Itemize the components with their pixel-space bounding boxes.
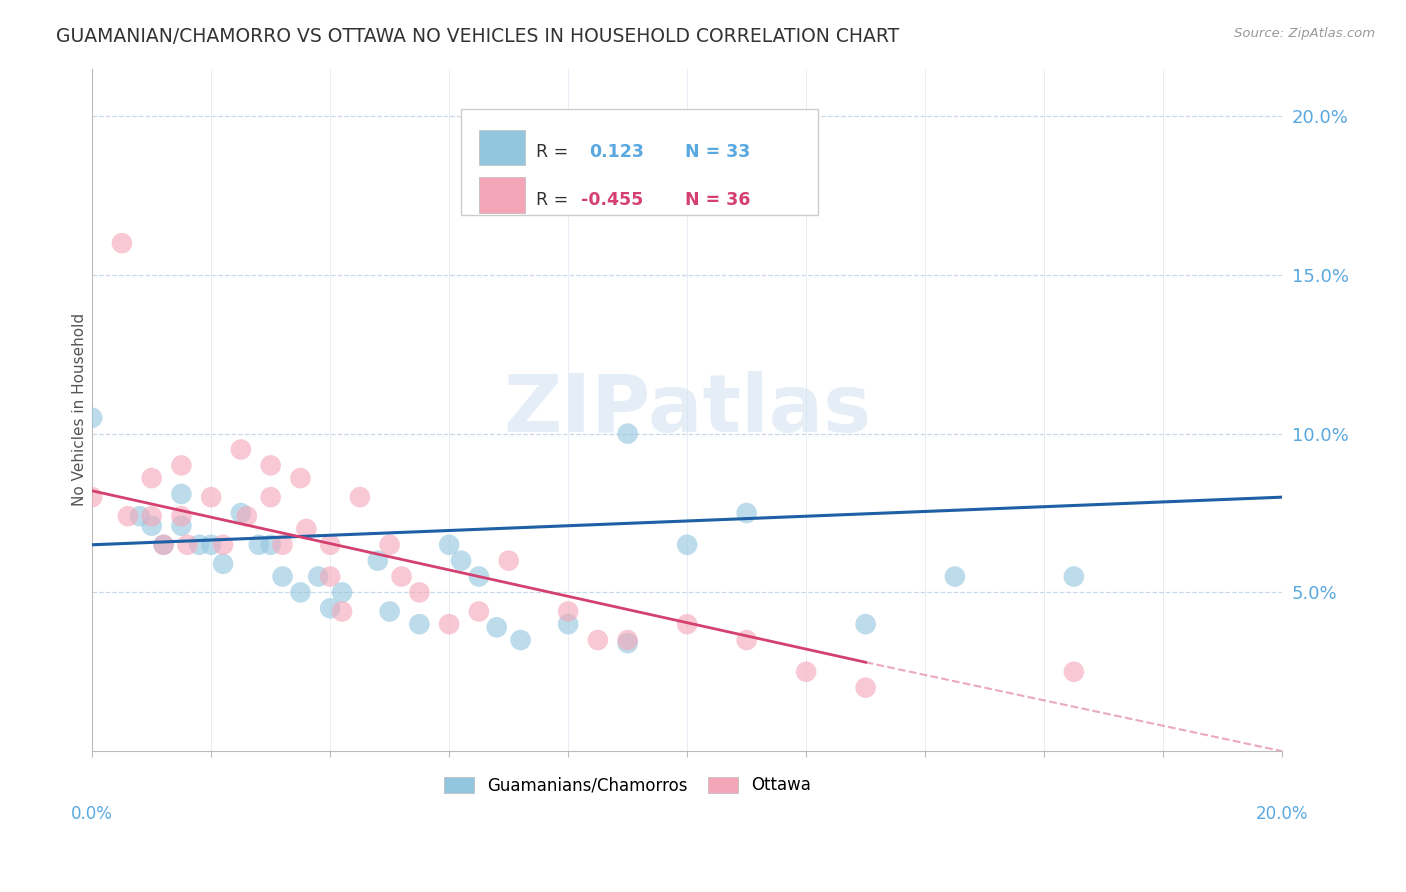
Guamanians/Chamorros	[319, 601, 342, 615]
Text: Source: ZipAtlas.com: Source: ZipAtlas.com	[1234, 27, 1375, 40]
Text: 0.0%: 0.0%	[72, 805, 112, 823]
Ottawa	[319, 538, 342, 552]
Text: R =: R =	[536, 144, 568, 161]
Ottawa	[117, 509, 139, 524]
Guamanians/Chamorros	[170, 487, 193, 501]
FancyBboxPatch shape	[461, 110, 818, 215]
Text: R =: R =	[536, 191, 568, 209]
Ottawa	[330, 605, 353, 619]
Ottawa	[290, 471, 312, 485]
Ottawa	[676, 617, 699, 632]
Guamanians/Chamorros	[855, 617, 877, 632]
Ottawa	[260, 490, 283, 504]
Y-axis label: No Vehicles in Household: No Vehicles in Household	[72, 313, 87, 507]
Guamanians/Chamorros	[128, 509, 150, 524]
Ottawa	[212, 538, 235, 552]
Ottawa	[437, 617, 460, 632]
Guamanians/Chamorros	[82, 410, 104, 425]
Ottawa	[794, 665, 817, 679]
Guamanians/Chamorros	[141, 518, 163, 533]
Guamanians/Chamorros	[509, 633, 531, 648]
Ottawa	[170, 509, 193, 524]
Ottawa	[855, 681, 877, 695]
Guamanians/Chamorros	[468, 569, 491, 583]
Guamanians/Chamorros	[485, 620, 508, 634]
Guamanians/Chamorros	[378, 605, 401, 619]
Text: N = 33: N = 33	[685, 144, 749, 161]
Ottawa	[391, 569, 413, 583]
Guamanians/Chamorros	[170, 518, 193, 533]
Text: N = 36: N = 36	[685, 191, 751, 209]
Guamanians/Chamorros	[152, 538, 174, 552]
Ottawa	[319, 569, 342, 583]
Ottawa	[586, 633, 609, 648]
Ottawa	[349, 490, 371, 504]
Guamanians/Chamorros	[437, 538, 460, 552]
Ottawa	[271, 538, 294, 552]
Ottawa	[141, 471, 163, 485]
Guamanians/Chamorros	[229, 506, 252, 520]
Ottawa	[408, 585, 430, 599]
Guamanians/Chamorros	[330, 585, 353, 599]
Guamanians/Chamorros	[307, 569, 329, 583]
Guamanians/Chamorros	[676, 538, 699, 552]
Text: 20.0%: 20.0%	[1256, 805, 1309, 823]
Guamanians/Chamorros	[367, 554, 389, 568]
Ottawa	[260, 458, 283, 473]
Text: GUAMANIAN/CHAMORRO VS OTTAWA NO VEHICLES IN HOUSEHOLD CORRELATION CHART: GUAMANIAN/CHAMORRO VS OTTAWA NO VEHICLES…	[56, 27, 900, 45]
Ottawa	[170, 458, 193, 473]
Guamanians/Chamorros	[943, 569, 966, 583]
Guamanians/Chamorros	[212, 557, 235, 571]
Guamanians/Chamorros	[290, 585, 312, 599]
Ottawa	[557, 605, 579, 619]
Ottawa	[378, 538, 401, 552]
Guamanians/Chamorros	[408, 617, 430, 632]
Text: ZIPatlas: ZIPatlas	[503, 371, 872, 449]
Guamanians/Chamorros	[260, 538, 283, 552]
Ottawa	[468, 605, 491, 619]
Ottawa	[82, 490, 104, 504]
Ottawa	[229, 442, 252, 457]
Ottawa	[1063, 665, 1085, 679]
Guamanians/Chamorros	[616, 636, 638, 650]
Guamanians/Chamorros	[616, 426, 638, 441]
Guamanians/Chamorros	[188, 538, 211, 552]
Ottawa	[295, 522, 318, 536]
Guamanians/Chamorros	[271, 569, 294, 583]
Ottawa	[616, 633, 638, 648]
Text: 0.123: 0.123	[589, 144, 644, 161]
Ottawa	[152, 538, 174, 552]
Text: -0.455: -0.455	[581, 191, 644, 209]
Ottawa	[200, 490, 222, 504]
Ottawa	[111, 236, 134, 251]
Guamanians/Chamorros	[200, 538, 222, 552]
Guamanians/Chamorros	[247, 538, 270, 552]
Ottawa	[236, 509, 259, 524]
FancyBboxPatch shape	[479, 130, 526, 165]
Ottawa	[735, 633, 758, 648]
Ottawa	[141, 509, 163, 524]
Guamanians/Chamorros	[450, 554, 472, 568]
Ottawa	[176, 538, 198, 552]
FancyBboxPatch shape	[479, 178, 526, 213]
Ottawa	[498, 554, 520, 568]
Guamanians/Chamorros	[735, 506, 758, 520]
Legend: Guamanians/Chamorros, Ottawa: Guamanians/Chamorros, Ottawa	[437, 770, 818, 801]
Guamanians/Chamorros	[557, 617, 579, 632]
Guamanians/Chamorros	[1063, 569, 1085, 583]
